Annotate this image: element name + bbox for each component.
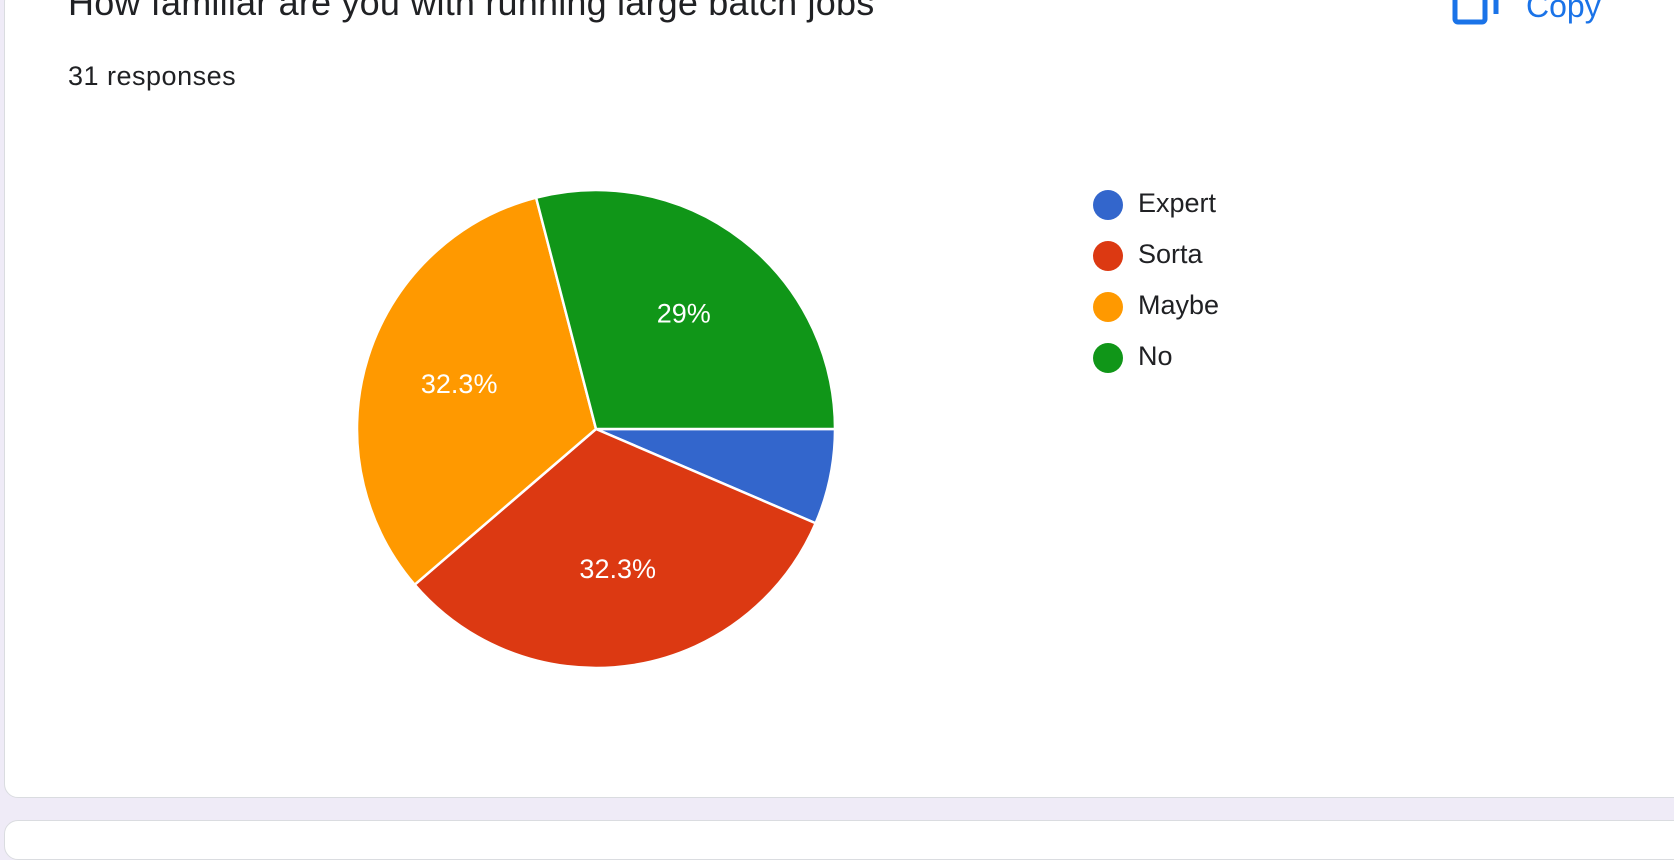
legend-label-sorta[interactable]: Sorta	[1138, 239, 1204, 269]
legend-swatch-no	[1093, 343, 1123, 373]
copy-icon	[1452, 0, 1500, 35]
copy-button[interactable]: Copy	[1452, 0, 1601, 34]
question-title: How familiar are you with running large …	[68, 0, 875, 23]
legend-label-expert[interactable]: Expert	[1138, 188, 1217, 218]
legend-swatch-expert	[1093, 190, 1123, 220]
legend-label-maybe[interactable]: Maybe	[1138, 290, 1219, 320]
pie-slices	[355, 188, 837, 670]
legend-swatch-sorta	[1093, 241, 1123, 271]
slice-label-no: 29%	[657, 299, 711, 329]
copy-label: Copy	[1526, 0, 1601, 24]
chart-legend: Expert Sorta Maybe No	[1093, 188, 1219, 373]
question-card	[4, 0, 1674, 798]
pie-slice-maybe[interactable]	[355, 196, 598, 587]
response-count: 31 responses	[68, 61, 237, 91]
pie-slice-no[interactable]	[534, 188, 837, 431]
legend-swatch-maybe	[1093, 292, 1123, 322]
slice-label-maybe: 32.3%	[421, 369, 498, 399]
legend-label-no[interactable]: No	[1138, 341, 1173, 371]
pie-slice-sorta[interactable]	[412, 427, 818, 670]
slice-label-sorta: 32.3%	[579, 554, 656, 584]
pie-chart: 32.3% 32.3% 29% Expert Sorta Maybe No	[355, 188, 1219, 670]
pie-slice-labels: 32.3% 32.3% 29%	[421, 299, 711, 584]
